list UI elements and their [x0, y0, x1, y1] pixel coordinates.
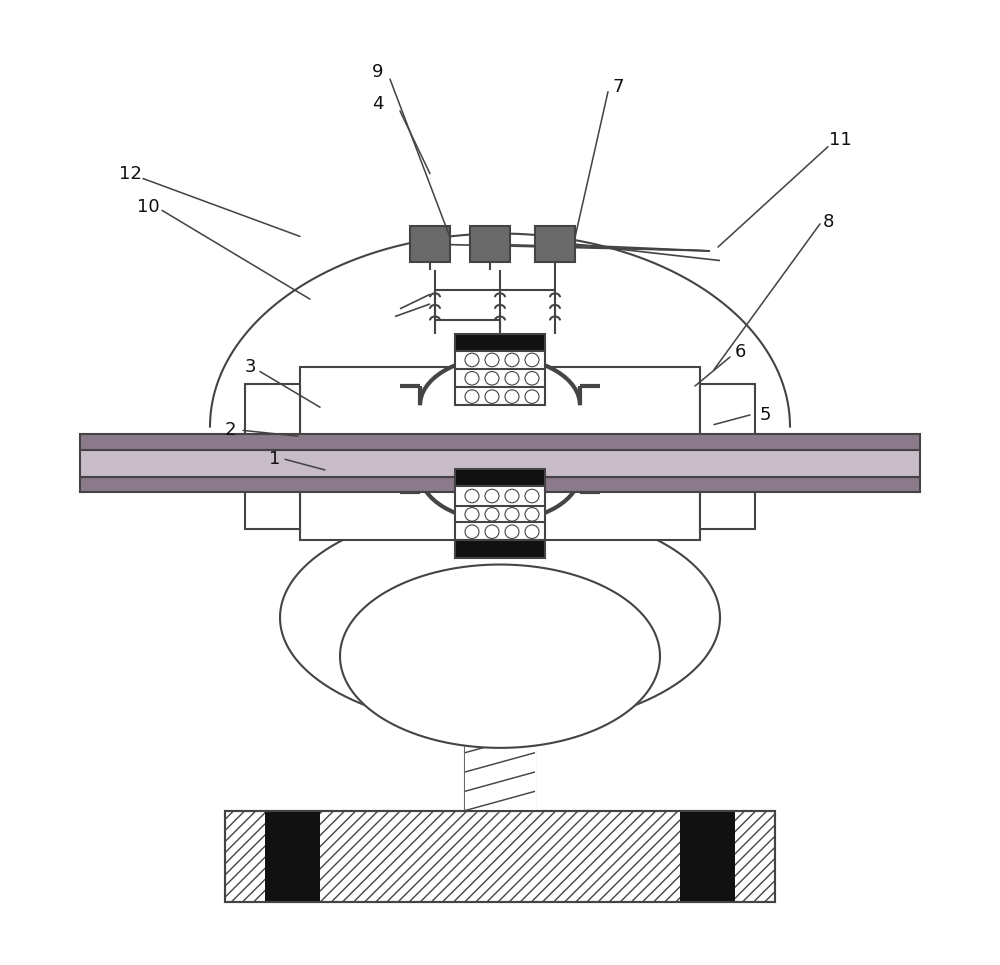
- Polygon shape: [280, 507, 720, 729]
- Circle shape: [465, 372, 479, 385]
- Circle shape: [525, 508, 539, 521]
- Text: 11: 11: [829, 131, 851, 149]
- Circle shape: [465, 390, 479, 403]
- Bar: [455, 334, 545, 351]
- Bar: [225, 811, 775, 902]
- Text: 10: 10: [137, 199, 159, 216]
- Text: 1: 1: [269, 451, 281, 468]
- Bar: [470, 226, 510, 262]
- Bar: [700, 384, 755, 442]
- Text: 4: 4: [372, 96, 384, 113]
- Bar: [455, 469, 545, 486]
- Circle shape: [505, 489, 519, 503]
- Bar: [465, 704, 535, 811]
- Circle shape: [505, 372, 519, 385]
- Text: 3: 3: [244, 358, 256, 375]
- Polygon shape: [210, 234, 790, 427]
- Text: 2: 2: [224, 422, 236, 439]
- Text: 5: 5: [759, 406, 771, 424]
- Bar: [535, 226, 575, 262]
- Bar: [225, 811, 775, 902]
- Circle shape: [465, 489, 479, 503]
- Circle shape: [525, 525, 539, 538]
- Bar: [700, 471, 755, 529]
- Circle shape: [505, 390, 519, 403]
- Bar: [455, 540, 545, 558]
- Circle shape: [525, 353, 539, 367]
- Text: 6: 6: [734, 344, 746, 361]
- Text: 9: 9: [372, 64, 384, 81]
- Circle shape: [525, 489, 539, 503]
- Circle shape: [505, 525, 519, 538]
- Bar: [300, 367, 700, 454]
- Circle shape: [465, 508, 479, 521]
- Circle shape: [485, 353, 499, 367]
- Bar: [300, 454, 700, 540]
- Text: 7: 7: [612, 78, 624, 96]
- Bar: [410, 226, 450, 262]
- Bar: [680, 811, 735, 902]
- Circle shape: [485, 390, 499, 403]
- Circle shape: [525, 372, 539, 385]
- Bar: [245, 384, 300, 442]
- Circle shape: [505, 508, 519, 521]
- Circle shape: [485, 525, 499, 538]
- Circle shape: [485, 508, 499, 521]
- Bar: [265, 811, 320, 902]
- Bar: [80, 434, 920, 450]
- Bar: [245, 471, 300, 529]
- Circle shape: [465, 525, 479, 538]
- Circle shape: [465, 353, 479, 367]
- Text: 12: 12: [119, 165, 141, 182]
- Circle shape: [485, 489, 499, 503]
- Circle shape: [505, 353, 519, 367]
- Bar: [80, 450, 920, 477]
- Bar: [455, 486, 545, 540]
- Bar: [80, 477, 920, 492]
- Text: 8: 8: [822, 213, 834, 231]
- Polygon shape: [340, 565, 660, 748]
- Circle shape: [485, 372, 499, 385]
- Circle shape: [525, 390, 539, 403]
- Bar: [455, 351, 545, 405]
